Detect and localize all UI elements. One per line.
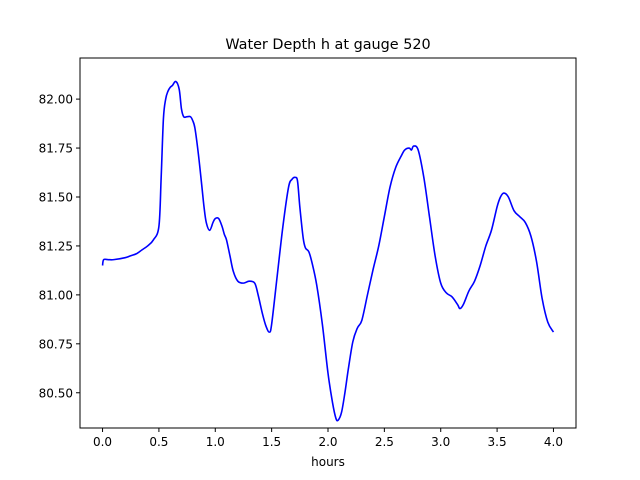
water-depth-line [101,80,555,422]
x-tick-label: 4.0 [544,435,563,449]
y-tick-label: 81.50 [39,190,73,204]
y-tick-label: 81.75 [39,142,73,156]
x-tick-label: 0.0 [93,435,112,449]
chart-title: Water Depth h at gauge 520 [225,37,430,53]
x-tick-label: 1.5 [262,435,281,449]
series-layer [101,80,555,422]
y-axis-ticks: 80.50 80.75 81.00 81.25 81.50 81.75 82.00 [39,93,80,400]
x-tick-label: 2.5 [375,435,394,449]
y-tick-label: 80.50 [39,386,73,400]
x-tick-label: 3.0 [431,435,450,449]
x-axis-ticks: 0.0 0.5 1.0 1.5 2.0 2.5 3.0 3.5 4.0 [93,428,563,449]
y-tick-label: 81.25 [39,239,73,253]
x-tick-label: 2.0 [318,435,337,449]
x-tick-label: 1.0 [206,435,225,449]
plot-frame [79,57,577,429]
y-tick-label: 80.75 [39,337,73,351]
x-axis-label: hours [311,455,345,469]
y-tick-label: 82.00 [39,93,73,107]
y-tick-label: 81.00 [39,288,73,302]
x-tick-label: 0.5 [149,435,168,449]
x-tick-label: 3.5 [488,435,507,449]
